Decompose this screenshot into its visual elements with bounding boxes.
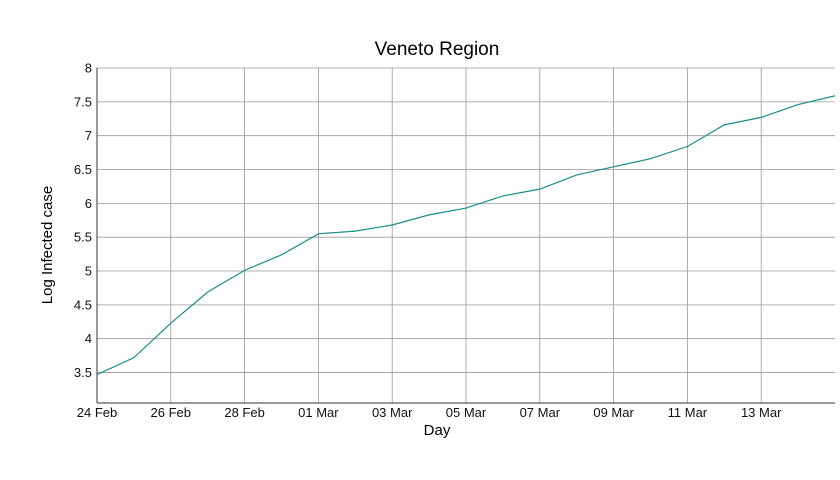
- gridlines: [96, 67, 835, 403]
- x-tick-labels: 24 Feb 26 Feb 28 Feb 01 Mar 03 Mar 05 Mar 07 M…: [77, 405, 782, 420]
- y-tick-label: 7.5: [74, 94, 92, 109]
- series-line: [96, 95, 836, 376]
- x-axis-label: Day: [424, 422, 451, 439]
- x-tick-label: 26 Feb: [151, 405, 191, 420]
- x-tick-label: 03 Mar: [372, 405, 413, 420]
- axes: [96, 68, 835, 404]
- y-tick-label: 4: [85, 331, 92, 346]
- y-tick-label: 8: [85, 61, 92, 76]
- y-tick-label: 5: [85, 264, 92, 279]
- y-axis-label: Log Infected case: [39, 186, 56, 304]
- y-tick-label: 4.5: [74, 297, 92, 312]
- x-tick-label: 05 Mar: [446, 405, 487, 420]
- x-tick-label: 07 Mar: [520, 405, 561, 420]
- x-tick-label: 09 Mar: [593, 405, 634, 420]
- y-tick-label: 6: [85, 196, 92, 211]
- y-tick-labels: 3.5 4 4.5 5 5.5 6 6.5 7 7.5 8: [74, 61, 92, 381]
- y-tick-label: 3.5: [74, 365, 92, 380]
- x-tick-label: 24 Feb: [77, 405, 117, 420]
- x-tick-label: 28 Feb: [224, 405, 264, 420]
- x-tick-label: 13 Mar: [741, 405, 782, 420]
- x-tick-label: 01 Mar: [298, 405, 339, 420]
- y-tick-label: 6.5: [74, 162, 92, 177]
- series-group: [96, 95, 836, 376]
- y-tick-label: 7: [85, 128, 92, 143]
- x-tick-label: 11 Mar: [668, 405, 708, 420]
- chart-title: Veneto Region: [375, 39, 500, 60]
- y-tick-label: 5.5: [74, 230, 92, 245]
